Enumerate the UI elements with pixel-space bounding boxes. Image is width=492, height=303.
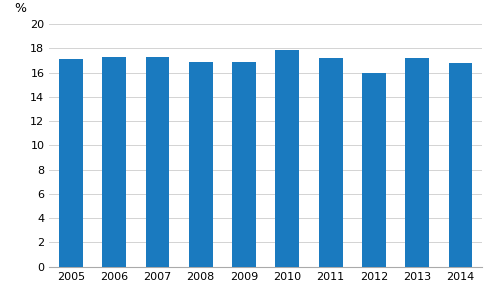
Bar	[362, 73, 386, 267]
Bar	[232, 62, 256, 267]
Bar	[102, 57, 126, 267]
Bar	[319, 58, 342, 267]
Bar	[59, 59, 83, 267]
Bar	[189, 62, 213, 267]
Bar	[449, 63, 472, 267]
Bar	[276, 50, 299, 267]
Bar	[146, 57, 169, 267]
Bar	[405, 58, 429, 267]
Text: %: %	[15, 2, 27, 15]
